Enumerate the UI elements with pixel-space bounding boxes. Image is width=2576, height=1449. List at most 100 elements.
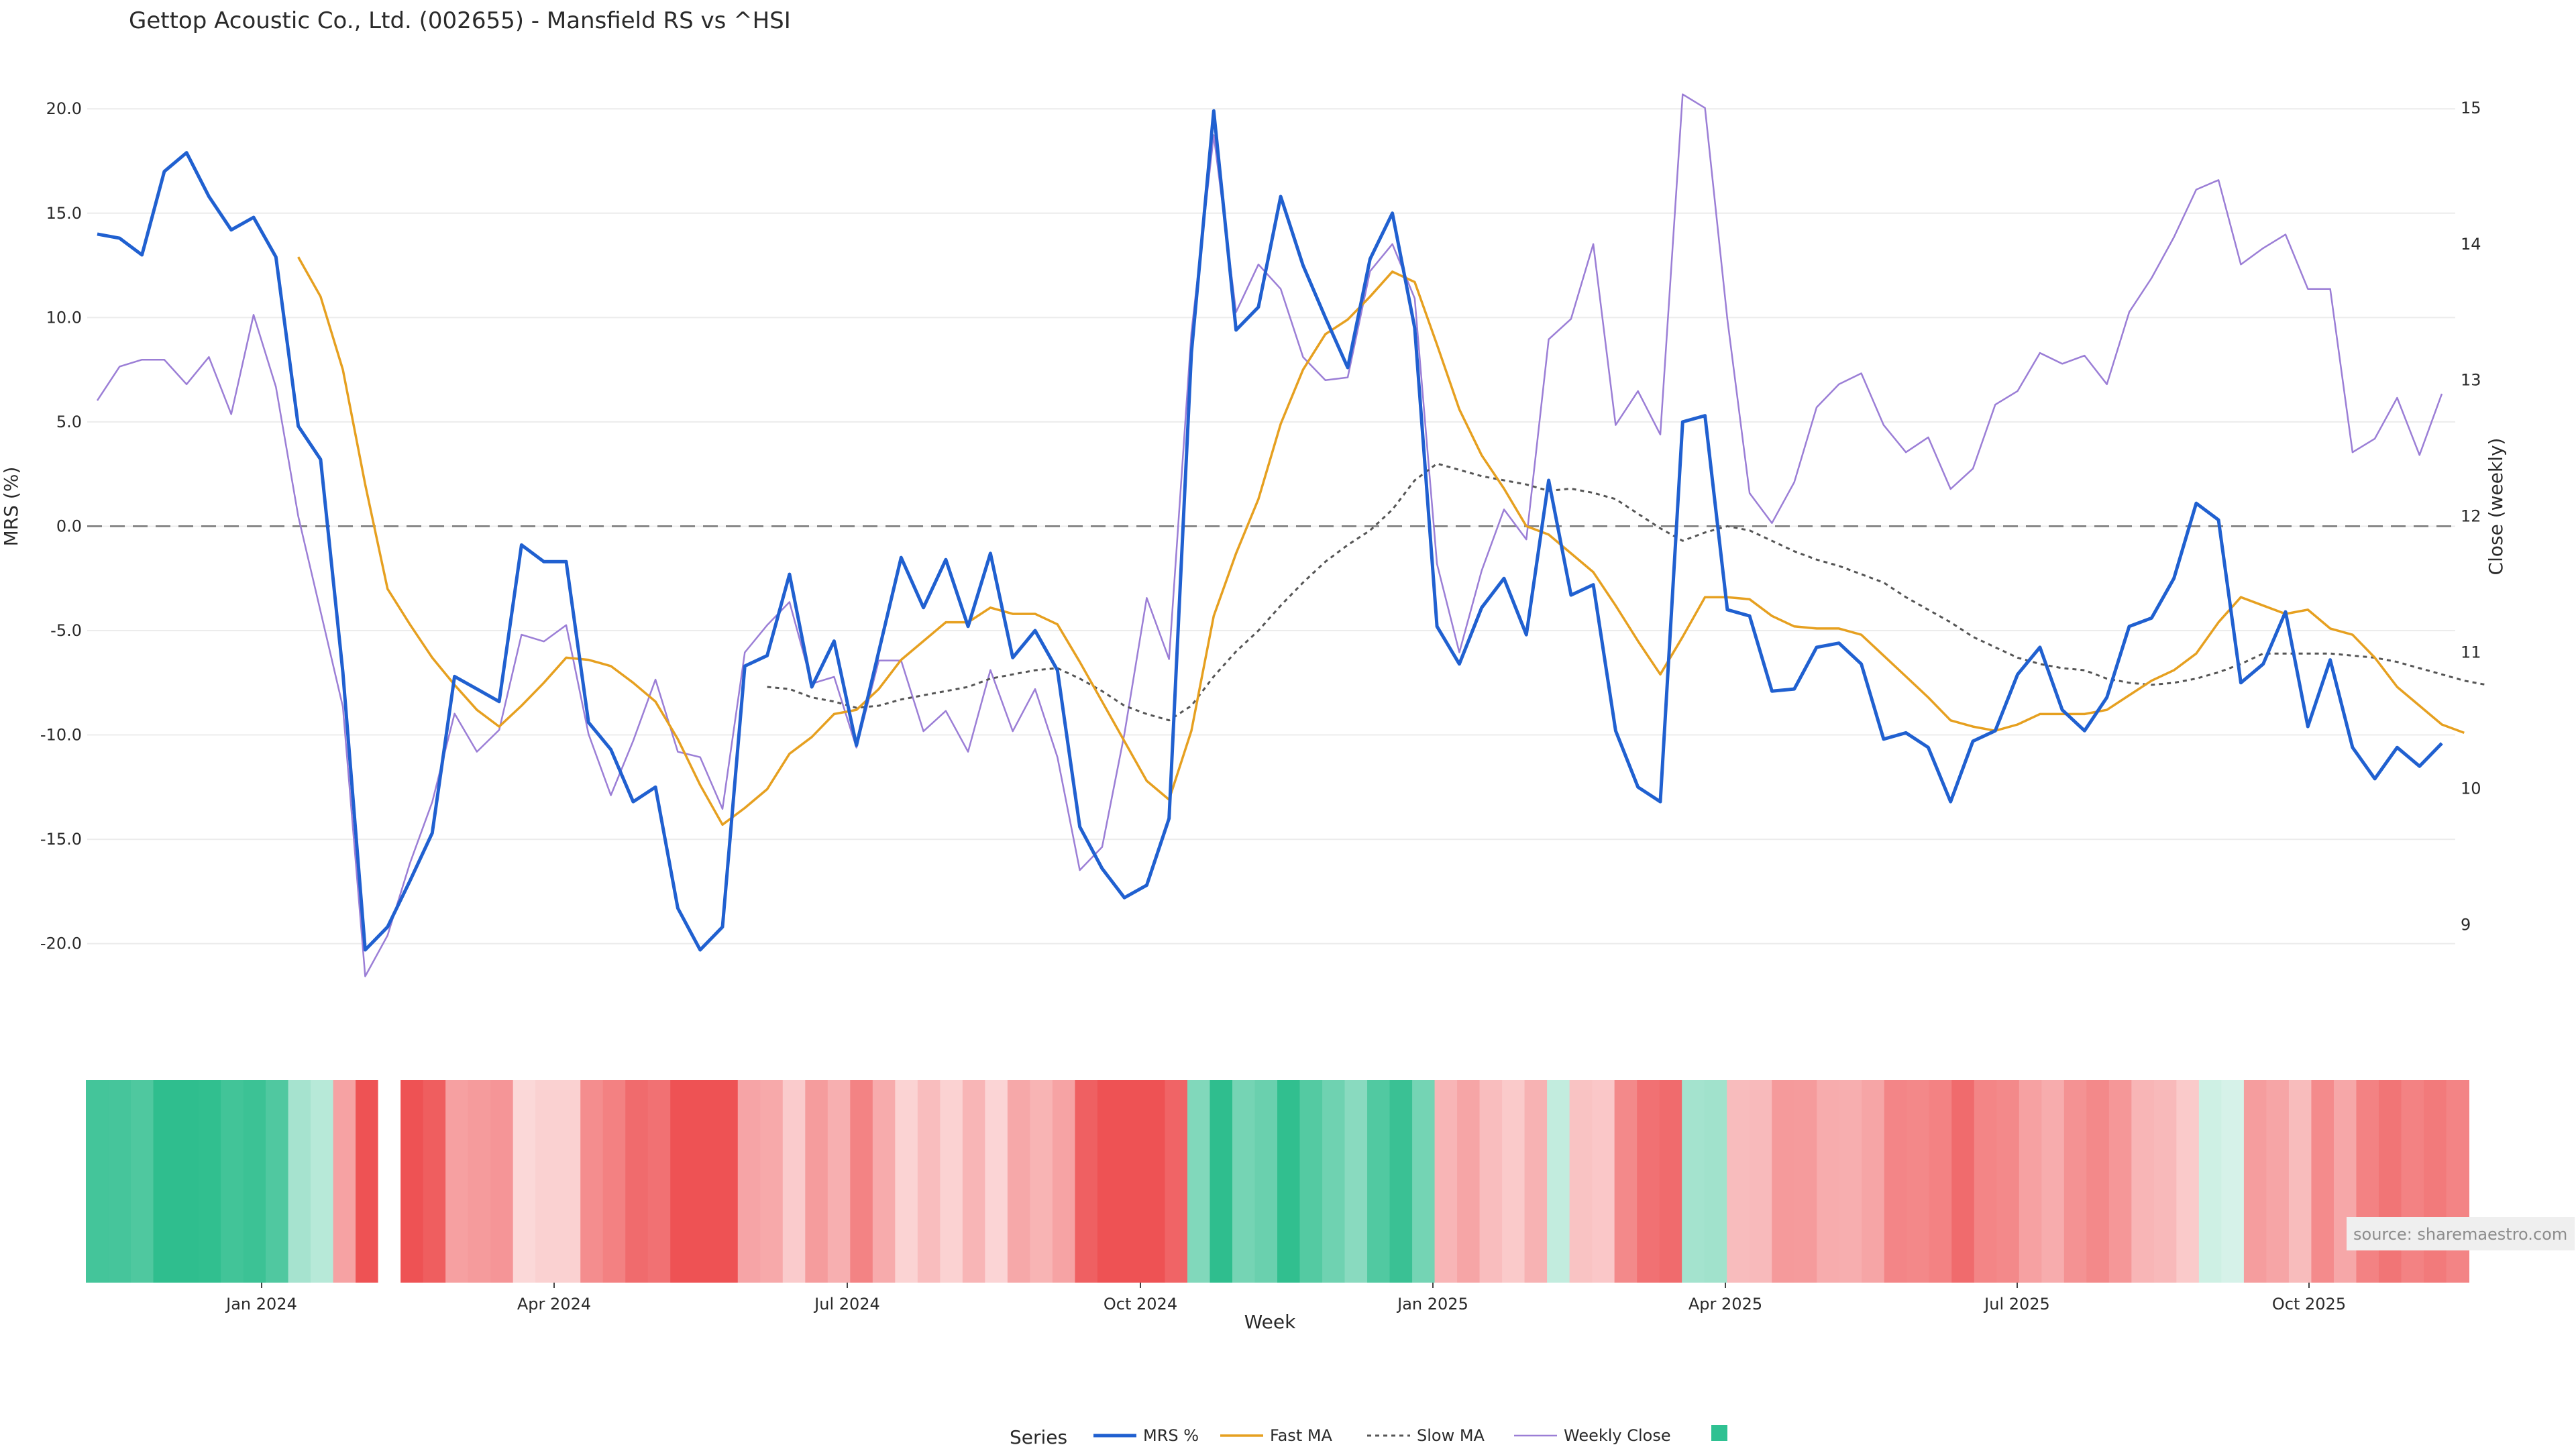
heatmap-cell-36 <box>895 1080 918 1283</box>
heatmap-cell-49 <box>1187 1080 1211 1283</box>
heatmap-cell-37 <box>917 1080 941 1283</box>
series-line-weekly-close <box>96 93 2443 977</box>
heatmap-cell-103 <box>2401 1080 2424 1283</box>
right-tick-6: 9 <box>2461 915 2471 934</box>
right-tick-1: 14 <box>2461 235 2481 254</box>
heatmap-cell-83 <box>1951 1080 1975 1283</box>
left-tick-5: -5.0 <box>50 621 82 640</box>
right-tick-2: 13 <box>2461 371 2481 390</box>
heatmap-cell-10 <box>311 1080 334 1283</box>
heatmap-cell-9 <box>288 1080 312 1283</box>
heatmap-cell-17 <box>468 1080 492 1283</box>
legend-title: Series <box>1010 1426 1067 1448</box>
x-tick-6: Jul 2025 <box>1983 1295 2050 1313</box>
heatmap-cell-62 <box>1479 1080 1503 1283</box>
x-tick-5: Apr 2025 <box>1688 1295 1762 1313</box>
right-axis-title: Close (weekly) <box>2485 438 2507 576</box>
heatmap-cell-28 <box>715 1080 739 1283</box>
heatmap-cell-30 <box>760 1080 784 1283</box>
heatmap-cell-89 <box>2086 1080 2110 1283</box>
heatmap-band <box>86 1080 2469 1283</box>
heatmap-cell-87 <box>2041 1080 2065 1283</box>
heatmap-cell-51 <box>1232 1080 1256 1283</box>
heatmap-cell-65 <box>1547 1080 1570 1283</box>
heatmap-cell-18 <box>490 1080 514 1283</box>
heatmap-cell-12 <box>356 1080 379 1283</box>
heatmap-cell-69 <box>1637 1080 1660 1283</box>
left-tick-7: -15.0 <box>40 830 82 849</box>
x-axis-title: Week <box>1244 1311 1296 1333</box>
heatmap-cell-23 <box>602 1080 627 1283</box>
heatmap-cell-60 <box>1434 1080 1458 1283</box>
series-lines <box>96 93 2487 977</box>
left-tick-6: -10.0 <box>40 726 82 745</box>
heatmap-cell-101 <box>2356 1080 2379 1283</box>
right-tick-3: 12 <box>2461 507 2481 526</box>
heatmap-cell-88 <box>2063 1080 2088 1283</box>
heatmap-cell-86 <box>2019 1080 2043 1283</box>
heatmap-cell-33 <box>827 1080 851 1283</box>
heatmap-cell-19 <box>513 1080 537 1283</box>
heatmap-cell-24 <box>625 1080 649 1283</box>
heatmap-cell-80 <box>1884 1080 1908 1283</box>
heatmap-cell-63 <box>1502 1080 1525 1283</box>
heatmap-cell-79 <box>1862 1080 1885 1283</box>
heatmap-cell-52 <box>1254 1080 1278 1283</box>
heatmap-cell-14 <box>400 1080 424 1283</box>
heatmap-cell-66 <box>1569 1080 1593 1283</box>
heatmap-cell-7 <box>243 1080 267 1283</box>
left-tick-8: -20.0 <box>40 934 82 953</box>
heatmap-cell-55 <box>1322 1080 1346 1283</box>
left-tick-0: 20.0 <box>46 99 82 118</box>
x-tick-7: Oct 2025 <box>2272 1295 2346 1313</box>
series-line-slow-ma <box>767 462 2487 722</box>
x-tick-0: Jan 2024 <box>225 1295 297 1313</box>
x-tick-3: Oct 2024 <box>1104 1295 1177 1313</box>
heatmap-cell-72 <box>1704 1080 1728 1283</box>
heatmap-cell-68 <box>1614 1080 1638 1283</box>
heatmap-cell-5 <box>198 1080 222 1283</box>
heatmap-cell-64 <box>1524 1080 1548 1283</box>
heatmap-cell-53 <box>1277 1080 1301 1283</box>
heatmap-cell-77 <box>1817 1080 1840 1283</box>
heatmap-cell-29 <box>737 1080 761 1283</box>
heatmap-cell-2 <box>131 1080 154 1283</box>
heatmap-cell-85 <box>1996 1080 2020 1283</box>
heatmap-cell-42 <box>1030 1080 1053 1283</box>
x-tick-1: Apr 2024 <box>517 1295 591 1313</box>
heatmap-cell-92 <box>2153 1080 2178 1283</box>
heatmap-cell-46 <box>1120 1080 1143 1283</box>
left-tick-2: 10.0 <box>46 308 82 327</box>
heatmap-cell-35 <box>872 1080 896 1283</box>
heatmap-cell-84 <box>1974 1080 1998 1283</box>
heatmap-cell-8 <box>266 1080 289 1283</box>
heatmap-cell-38 <box>940 1080 963 1283</box>
source-note-background <box>2347 1217 2575 1250</box>
heatmap-cell-22 <box>580 1080 604 1283</box>
heatmap-cell-100 <box>2333 1080 2357 1283</box>
heatmap-cell-27 <box>692 1080 716 1283</box>
heatmap-cell-74 <box>1749 1080 1773 1283</box>
left-tick-3: 5.0 <box>56 413 82 431</box>
heatmap-cell-67 <box>1592 1080 1615 1283</box>
heatmap-cell-16 <box>445 1080 469 1283</box>
heatmap-cell-75 <box>1772 1080 1795 1283</box>
heatmap-cell-4 <box>176 1080 199 1283</box>
heatmap-cell-82 <box>1929 1080 1953 1283</box>
heatmap-cell-58 <box>1389 1080 1413 1283</box>
heatmap-cell-96 <box>2243 1080 2267 1283</box>
left-axis-title: MRS (%) <box>0 467 22 547</box>
heatmap-cell-97 <box>2266 1080 2290 1283</box>
heatmap-cell-59 <box>1412 1080 1436 1283</box>
heatmap-cell-45 <box>1097 1080 1121 1283</box>
source-text: source: sharemaestro.com <box>2353 1225 2567 1244</box>
heatmap-cell-48 <box>1165 1080 1188 1283</box>
legend-swatch-heatmap <box>1711 1425 1727 1441</box>
heatmap-cell-41 <box>1007 1080 1031 1283</box>
heatmap-cell-25 <box>647 1080 672 1283</box>
legend-label-mrs: MRS % <box>1143 1426 1199 1445</box>
legend-label-fast-ma: Fast MA <box>1270 1426 1333 1445</box>
x-tick-2: Jul 2024 <box>813 1295 880 1313</box>
legend: Series MRS % Fast MA Slow MA Weekly Close <box>1010 1425 1727 1448</box>
